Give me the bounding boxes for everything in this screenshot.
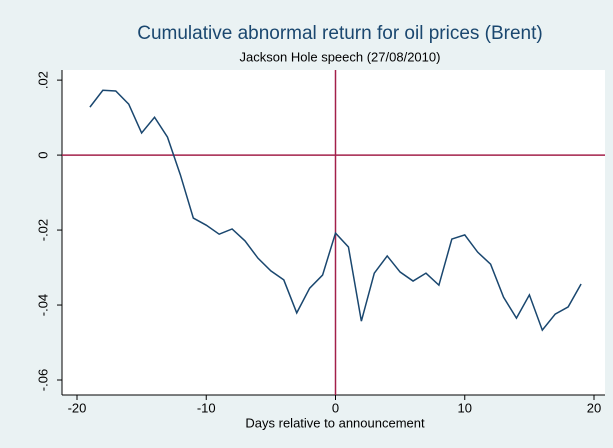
y-tick-label: 0 xyxy=(35,151,50,158)
x-tick-label: -10 xyxy=(197,400,216,415)
chart-subtitle: Jackson Hole speech (27/08/2010) xyxy=(240,49,441,64)
x-axis-title: Days relative to announcement xyxy=(245,415,425,430)
plot-area xyxy=(62,70,605,395)
x-tick-label: -20 xyxy=(68,400,87,415)
y-tick-label: .02 xyxy=(35,71,50,89)
x-tick-label: 10 xyxy=(458,400,472,415)
x-tick-label: 20 xyxy=(587,400,601,415)
y-tick-label: -.02 xyxy=(35,219,50,241)
chart-title: Cumulative abnormal return for oil price… xyxy=(137,23,543,44)
y-tick-label: -.06 xyxy=(35,369,50,391)
x-tick-label: 0 xyxy=(332,400,339,415)
y-tick-label: -.04 xyxy=(35,294,50,316)
data-line xyxy=(89,89,582,332)
